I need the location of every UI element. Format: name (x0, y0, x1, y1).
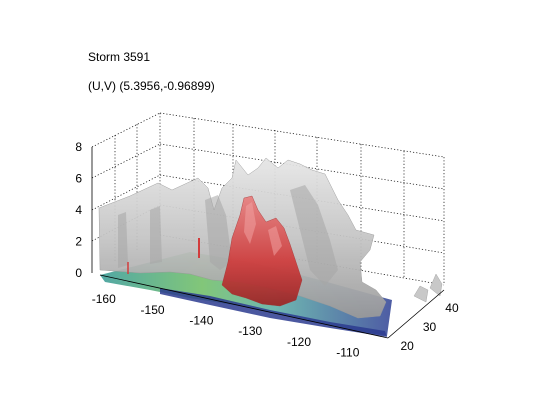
x-tick-label: -160 (92, 292, 116, 306)
y-tick-label: 40 (445, 301, 459, 315)
x-tick-label: -150 (141, 303, 165, 317)
y-tick-label: 30 (423, 320, 437, 334)
core-highlight (244, 202, 282, 256)
z-tick-label: 6 (75, 172, 82, 186)
x-tick-label: -130 (238, 324, 262, 338)
x-tick-label: -140 (189, 313, 213, 327)
x-axis-line (99, 274, 389, 339)
y-axis-line (387, 289, 445, 339)
y-tick-label: 20 (400, 339, 414, 353)
east-fragments (413, 273, 443, 303)
chart-subtitle: (U,V) (5.3956,-0.96899) (88, 79, 215, 93)
core-surface (221, 195, 303, 307)
tick-labels: -160 -150 -140 -130 -120 -110 20 30 40 0 2 4 6 8 (75, 140, 459, 360)
outer-surface-shadow (118, 185, 338, 286)
chart-title: Storm 3591 (88, 50, 151, 64)
z-tick-label: 8 (75, 140, 82, 154)
x-tick-label: -120 (287, 335, 311, 349)
z-tick-label: 2 (75, 235, 82, 249)
z-tick-label: 0 (75, 266, 82, 280)
x-tick-label: -110 (336, 346, 359, 360)
z-tick-label: 4 (75, 203, 82, 217)
